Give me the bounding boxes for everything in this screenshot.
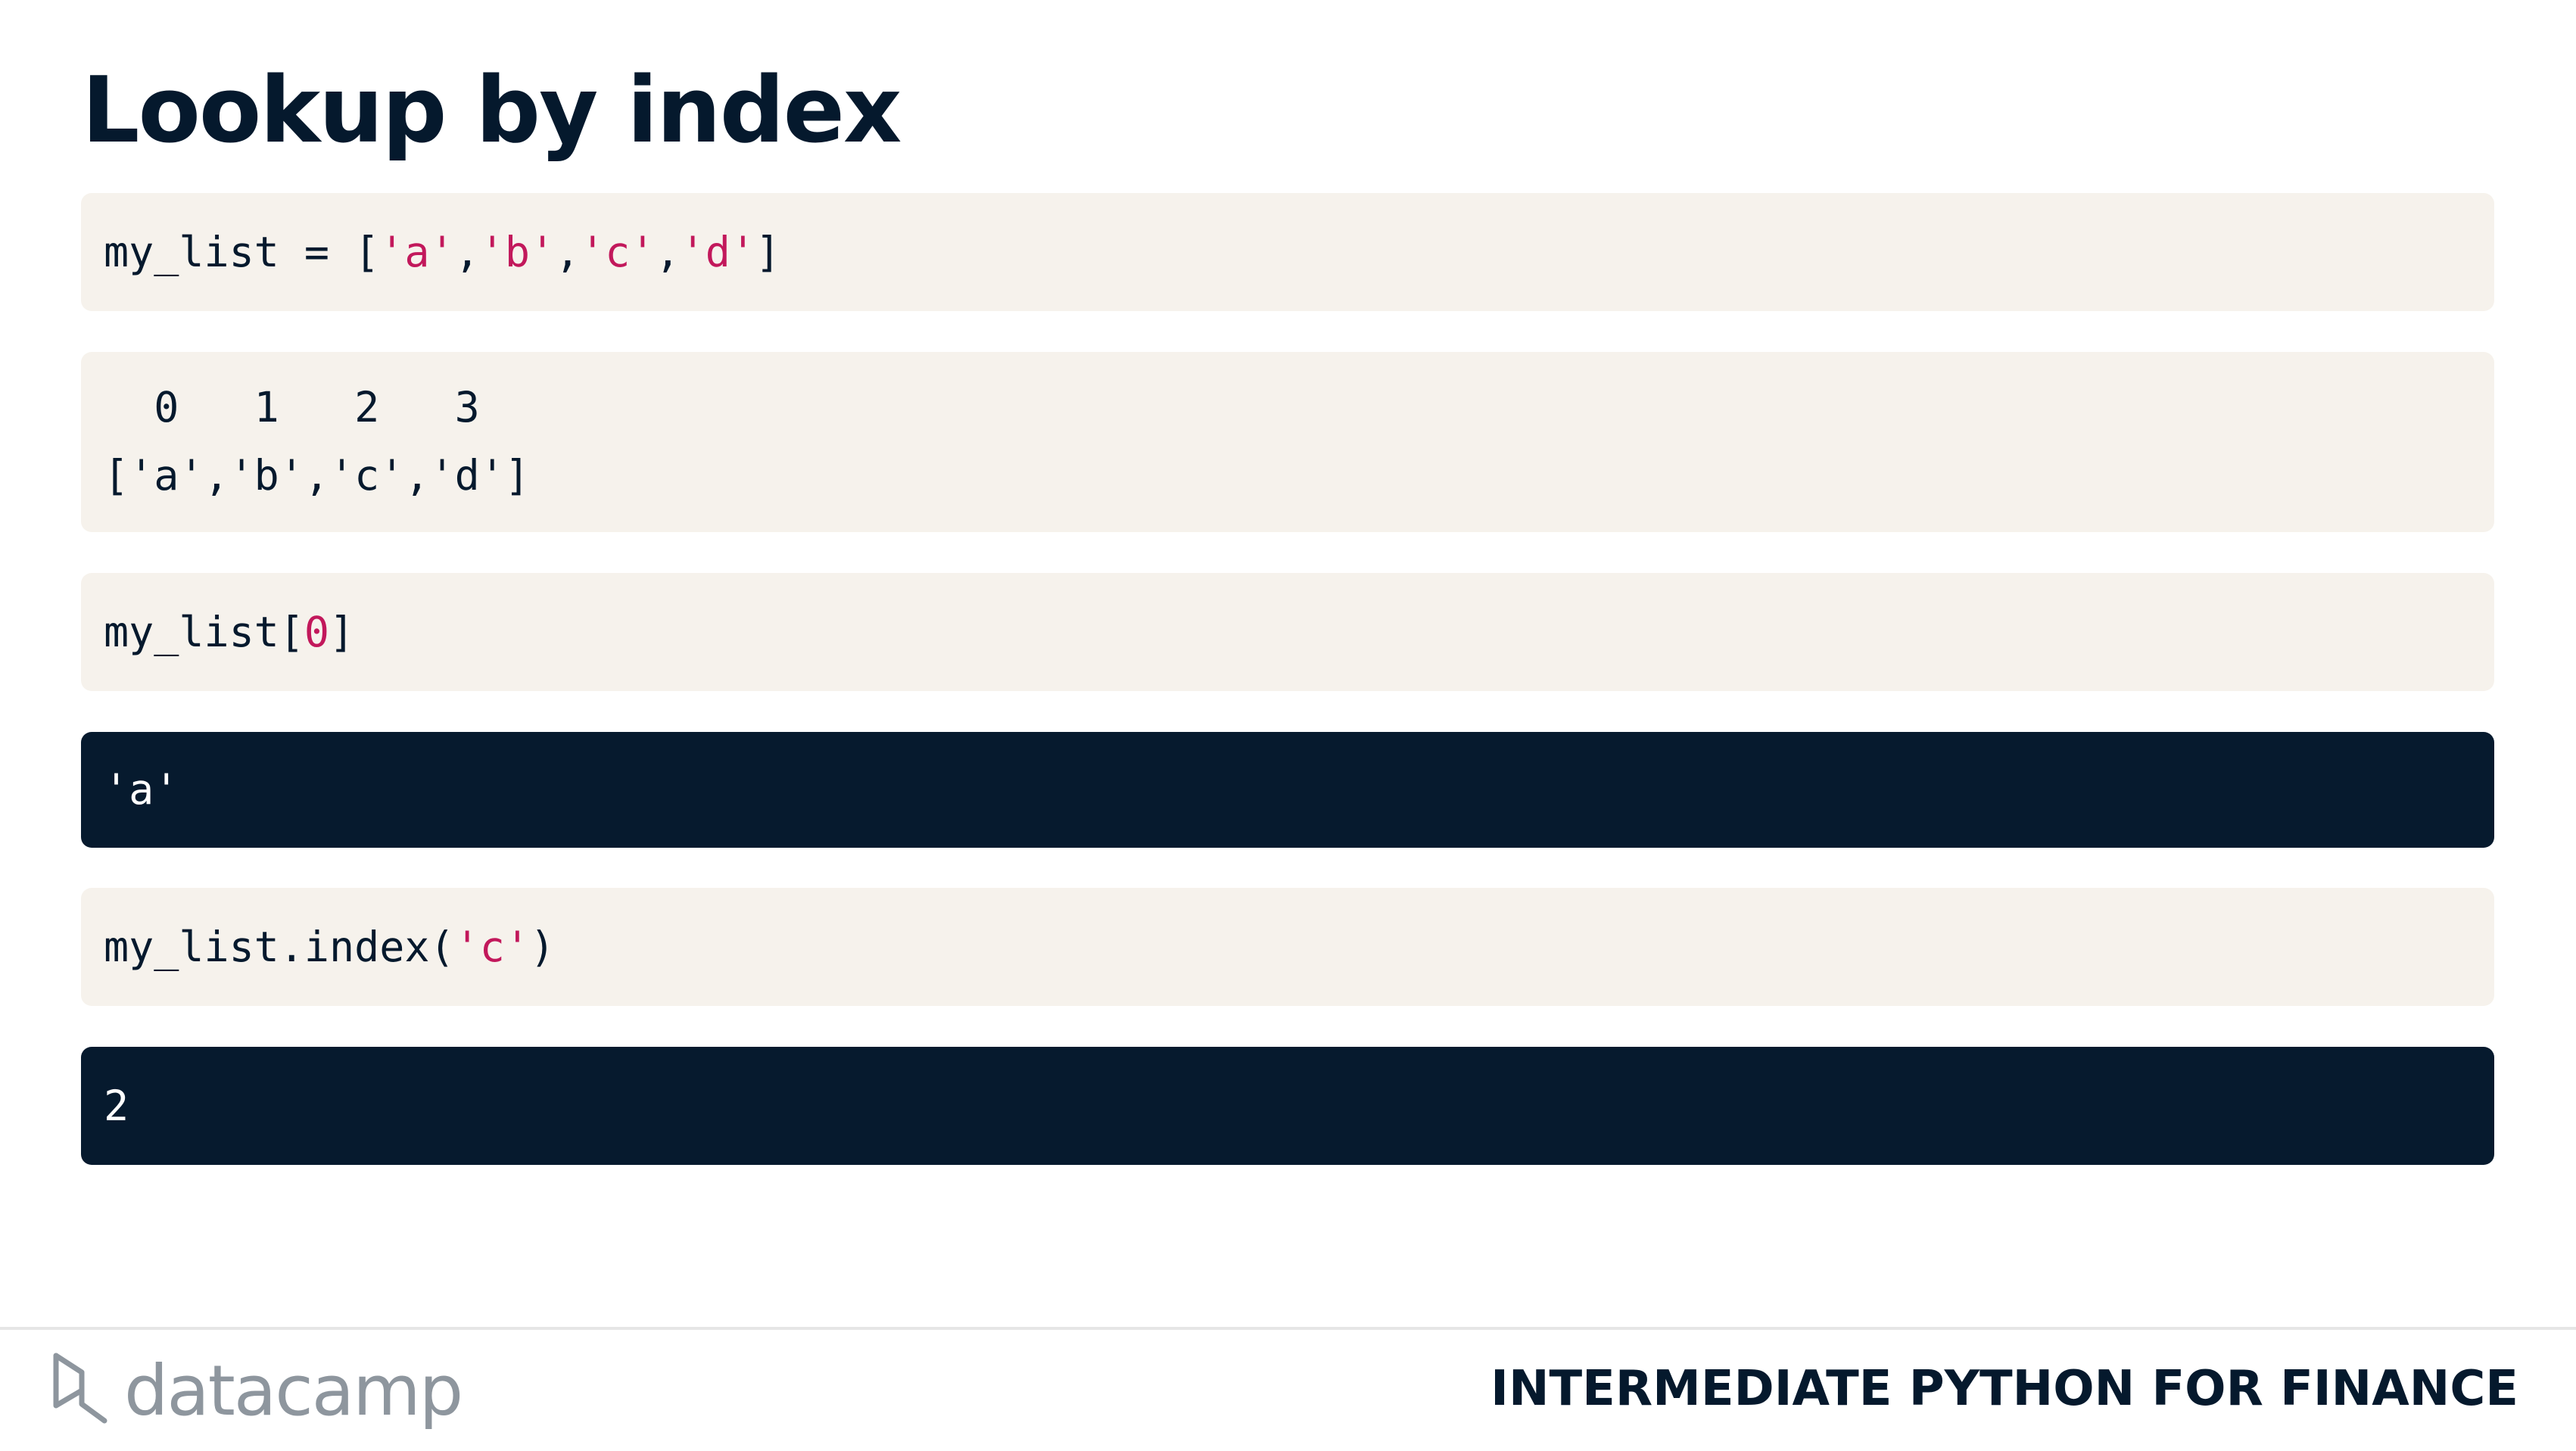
- index-numbers-line: 0 1 2 3: [104, 383, 480, 431]
- code-token: my_list = [: [104, 228, 380, 276]
- code-line: my_list[0]: [104, 598, 2494, 666]
- code-line: my_list = ['a','b','c','d']: [104, 218, 2494, 286]
- code-token: ]: [329, 608, 355, 656]
- code-token: ,: [454, 228, 480, 276]
- code-token-string: 'd': [680, 228, 755, 276]
- code-block-index-lookup: my_list[0]: [81, 573, 2494, 691]
- code-line: my_list.index('c'): [104, 913, 2494, 981]
- code-token: ]: [755, 228, 781, 276]
- code-token: ,: [555, 228, 581, 276]
- code-token-string: 'b': [479, 228, 556, 276]
- code-block-list-definition: my_list = ['a','b','c','d']: [81, 193, 2494, 311]
- footer-divider: [0, 1327, 2576, 1330]
- code-token-string: 'c': [580, 228, 656, 276]
- datacamp-logo-icon: [51, 1351, 109, 1431]
- code-block-index-diagram: 0 1 2 3 ['a','b','c','d']: [81, 352, 2494, 532]
- list-values-line: ['a','b','c','d']: [104, 451, 530, 500]
- datacamp-logo-text: datacamp: [124, 1350, 463, 1431]
- output-text: 2: [104, 1082, 129, 1130]
- code-token-string: 'c': [454, 923, 530, 971]
- code-block-index-method: my_list.index('c'): [81, 888, 2494, 1006]
- course-title: INTERMEDIATE PYTHON FOR FINANCE: [1490, 1361, 2518, 1417]
- output-block-index-lookup: 'a': [81, 732, 2494, 848]
- datacamp-logo: datacamp: [51, 1349, 463, 1432]
- slide-title: Lookup by index: [82, 58, 902, 163]
- code-token-string: 'a': [379, 228, 455, 276]
- code-token: ): [529, 923, 556, 971]
- code-token-number: 0: [304, 608, 330, 656]
- code-token: my_list.index(: [104, 923, 455, 971]
- output-block-index-method: 2: [81, 1047, 2494, 1165]
- code-token: my_list[: [104, 608, 304, 656]
- output-text: 'a': [104, 765, 179, 814]
- code-token: ,: [655, 228, 681, 276]
